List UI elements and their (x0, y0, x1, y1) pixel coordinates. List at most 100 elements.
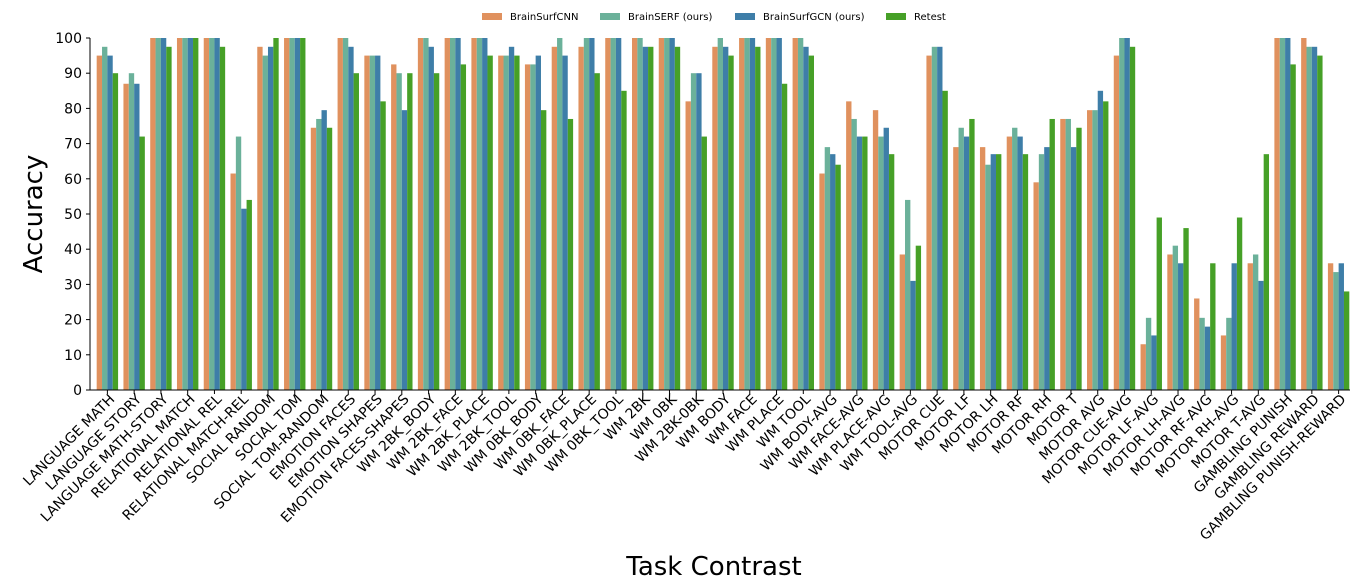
bar (883, 127, 889, 390)
bar (449, 38, 456, 390)
bar (1258, 280, 1264, 390)
bar (664, 38, 670, 390)
bar (648, 46, 654, 391)
y-tick-label: 20 (64, 313, 82, 329)
bar (1220, 335, 1227, 390)
bar (326, 127, 333, 390)
legend: BrainSurfCNN BrainSERF (ours) BrainSurfGCN… (482, 12, 946, 23)
bar (717, 38, 723, 390)
bar (214, 38, 220, 390)
legend-label: BrainSERF (ours) (628, 12, 712, 23)
bar (723, 46, 729, 391)
bar (1167, 254, 1173, 390)
bar (1065, 118, 1071, 391)
y-tick-label: 40 (64, 242, 82, 258)
bar (1076, 127, 1082, 390)
bar (1092, 110, 1098, 390)
bar (433, 73, 440, 390)
bar (963, 136, 970, 390)
bar (1311, 46, 1318, 391)
bar (1327, 263, 1334, 390)
bar (905, 199, 911, 390)
bar (396, 73, 402, 390)
bar (1044, 147, 1050, 390)
bar (369, 55, 376, 390)
bar (1226, 317, 1232, 390)
bar (364, 55, 370, 390)
bar (102, 46, 108, 391)
bar (310, 127, 317, 390)
bar (642, 46, 649, 391)
bar (1172, 245, 1179, 390)
bar (878, 136, 884, 390)
bar (1285, 38, 1291, 390)
bar (1060, 118, 1066, 391)
bar (460, 64, 467, 391)
bar (348, 46, 354, 391)
bar (1033, 182, 1039, 390)
bar (830, 154, 836, 390)
bar (771, 38, 777, 390)
bar (1145, 317, 1152, 390)
bar (535, 55, 541, 390)
y-tick-label: 60 (64, 172, 82, 188)
bar (1204, 326, 1211, 390)
bar (182, 38, 188, 390)
bar (1210, 263, 1216, 390)
bar (230, 173, 236, 390)
bar (739, 38, 745, 390)
bar (1199, 317, 1205, 390)
bar (1124, 38, 1130, 390)
bar (455, 38, 461, 390)
bar (583, 38, 590, 390)
bar (926, 55, 932, 390)
y-tick-label: 70 (64, 137, 82, 153)
bar (696, 73, 702, 390)
bar (1119, 38, 1125, 390)
y-tick-label: 50 (64, 207, 82, 223)
bar (808, 55, 814, 390)
bar (792, 38, 798, 390)
bar (353, 73, 359, 390)
bar (417, 38, 424, 390)
bar (1022, 154, 1029, 390)
bar (1301, 38, 1307, 390)
bar (123, 83, 129, 390)
bar (1236, 217, 1243, 390)
bar (193, 38, 199, 390)
bar (1274, 38, 1280, 390)
bar (1049, 118, 1055, 391)
bar (1333, 272, 1339, 390)
bar (701, 136, 707, 390)
bar (508, 46, 515, 391)
bar (1343, 291, 1350, 390)
bar (203, 38, 210, 390)
legend-label: Retest (914, 12, 946, 23)
bar (819, 173, 825, 390)
bar (851, 118, 857, 391)
bar (979, 147, 986, 390)
bar (728, 55, 734, 390)
bar (1279, 38, 1286, 390)
bar (578, 46, 584, 391)
legend-swatch (482, 13, 502, 20)
bar (749, 38, 756, 390)
bar (862, 136, 868, 390)
bar (1012, 127, 1018, 390)
bar (1306, 46, 1312, 391)
bar (594, 73, 600, 390)
y-tick-label: 10 (64, 348, 82, 364)
bar (139, 136, 145, 390)
bar (176, 38, 183, 390)
bar (990, 154, 997, 390)
bar (669, 38, 675, 390)
bar (610, 38, 616, 390)
bar (257, 46, 263, 391)
bar (615, 38, 622, 390)
bar (498, 55, 504, 390)
bar (958, 127, 964, 390)
bar (1247, 263, 1253, 390)
bar (1103, 101, 1109, 391)
bar (166, 46, 172, 391)
x-axis-title: Task Contrast (625, 552, 801, 582)
